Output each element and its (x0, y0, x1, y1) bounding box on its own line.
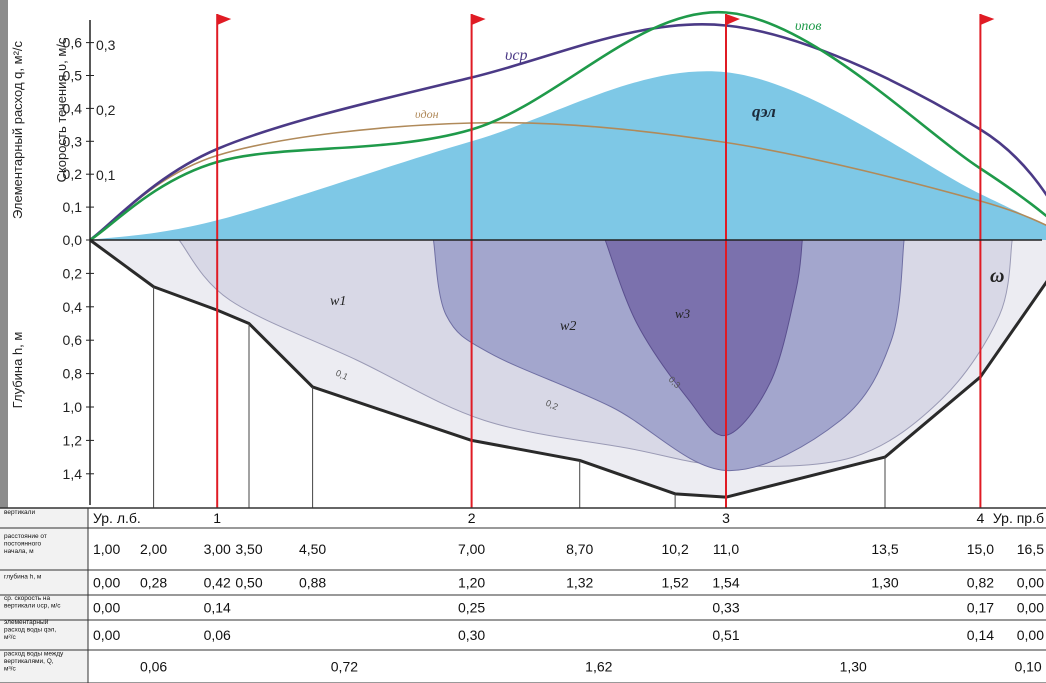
y-label-h: Глубина h, м (10, 332, 25, 409)
label-v-sr: υср (505, 47, 527, 64)
table-cell: 3,00 (204, 541, 231, 557)
v-tick-label: 0,2 (96, 102, 116, 118)
label-w2: w2 (560, 319, 576, 334)
label-v-pov: υпов (795, 19, 822, 34)
table-cell: 7,00 (458, 541, 485, 557)
measurement-verticals (216, 14, 995, 508)
q-tick-label: 0,2 (63, 166, 83, 182)
table-row-label: элементарный расход воды qэл, м²/с (4, 618, 56, 641)
table-cell: 0,17 (967, 600, 994, 616)
q-tick-label: 0,1 (63, 199, 83, 215)
h-tick-label: 0,6 (63, 332, 83, 348)
table-cell: 4 (977, 510, 985, 526)
table-cell: 1,20 (458, 575, 485, 591)
table-cell: 0,51 (712, 627, 739, 643)
label-v-dn: υдон (415, 107, 439, 121)
table-cell: 0,06 (204, 627, 231, 643)
v-tick-label: 0,1 (96, 167, 116, 183)
cross-section (89, 240, 1046, 499)
y-label-v: Скорость течения υ, м/с (54, 37, 69, 182)
table-cell: 0,00 (1017, 627, 1044, 643)
table-cell: 0,72 (331, 659, 358, 675)
label-q-el: qэл (752, 102, 776, 121)
data-table: вертикали Ур. л.б. 1 2 3 4 Ур. пр.б расстояние … (0, 507, 1046, 683)
v-tick-label: 0,3 (96, 37, 116, 53)
table-cell: 0,06 (140, 659, 167, 675)
table-row-label: расход воды между вертикалями, Q, м³/с (4, 651, 64, 673)
table-row-label: глубина h, м (4, 573, 42, 581)
table-cell: 0,50 (235, 575, 262, 591)
flag-2 (471, 14, 486, 25)
h-tick-label: 1,2 (63, 432, 83, 448)
table-cell: 1,30 (840, 659, 867, 675)
label-w3: w3 (675, 306, 691, 321)
table-cell: 0,14 (967, 627, 994, 643)
table-cell: 4,50 (299, 541, 326, 557)
table-cell: 0,33 (712, 600, 739, 616)
table-cell: 2,00 (140, 541, 167, 557)
table-cell: Ур. пр.б (993, 510, 1044, 526)
upper-plot (89, 11, 1046, 242)
h-tick-label: 0,8 (63, 366, 83, 382)
q-area (90, 71, 1046, 240)
table-cell: 1,52 (661, 575, 688, 591)
table-cell: 0,42 (204, 575, 231, 591)
table-cell: 1,30 (871, 575, 898, 591)
table-cell: 11,0 (713, 541, 739, 557)
table-row-label: ср. скорость на вертикали υср, м/с (4, 595, 61, 610)
flag-4 (980, 14, 995, 25)
table-cell: 3 (722, 510, 730, 526)
table-cell: 1,00 (93, 541, 120, 557)
left-border (0, 0, 8, 683)
table-cell: 16,5 (1017, 541, 1044, 557)
h-tick-label: 1,4 (63, 466, 83, 482)
y-label-q: Элементарный расход q, м²/с (10, 40, 25, 219)
table-cell: 0,00 (93, 627, 120, 643)
bed-line (89, 240, 1046, 499)
q-tick-label: 0,5 (63, 68, 83, 84)
table-cell: 1,62 (585, 659, 612, 675)
table-row-label: вертикали (4, 509, 35, 516)
label-omega: ω (990, 265, 1004, 287)
table-cell: 1,54 (712, 575, 739, 591)
table-cell: 0,14 (204, 600, 231, 616)
table-cell: 0,00 (93, 575, 120, 591)
label-w1: w1 (330, 294, 346, 309)
table-cell: 0,00 (93, 600, 120, 616)
q-tick-label: 0,4 (63, 100, 83, 116)
table-cell: 13,5 (871, 541, 898, 557)
table-cell: 0,82 (967, 575, 994, 591)
table-cell: 0,00 (1017, 600, 1044, 616)
q-tick-label: 0,3 (63, 133, 83, 149)
q-tick-label: 0,0 (63, 232, 83, 248)
h-tick-label: 1,0 (63, 399, 83, 415)
q-tick-label: 0,6 (63, 35, 83, 51)
table-cell: 0,28 (140, 575, 167, 591)
table-row-label: расстояние от постоянного начала, м (4, 533, 47, 555)
y-ticks: 0,6 0,5 0,4 0,3 0,2 0,1 0,0 0,3 0,2 0,1 0,2 0,4 0,6 0… (63, 35, 116, 482)
table-cell: 15,0 (967, 541, 994, 557)
table-cell: 1 (213, 510, 221, 526)
flag-3 (726, 14, 740, 25)
flag-1 (217, 14, 232, 25)
depth-verticals (153, 286, 886, 508)
h-tick-label: 0,2 (63, 265, 83, 281)
table-cell: 8,70 (566, 541, 593, 557)
h-tick-label: 0,4 (63, 299, 83, 315)
isotach-label-02: 0,2 (544, 398, 560, 412)
table-cell: 10,2 (661, 541, 688, 557)
table-cell: 2 (468, 510, 476, 526)
table-cell: 0,10 (1014, 659, 1041, 675)
table-cell: 0,25 (458, 600, 485, 616)
table-cell: Ур. л.б. (93, 510, 141, 526)
table-cell: 0,30 (458, 627, 485, 643)
table-cell: 0,00 (1017, 575, 1044, 591)
isotach-label-01: 0,1 (334, 368, 350, 382)
table-cell: 0,88 (299, 575, 326, 591)
table-cell: 1,32 (566, 575, 593, 591)
table-cell: 3,50 (235, 541, 262, 557)
